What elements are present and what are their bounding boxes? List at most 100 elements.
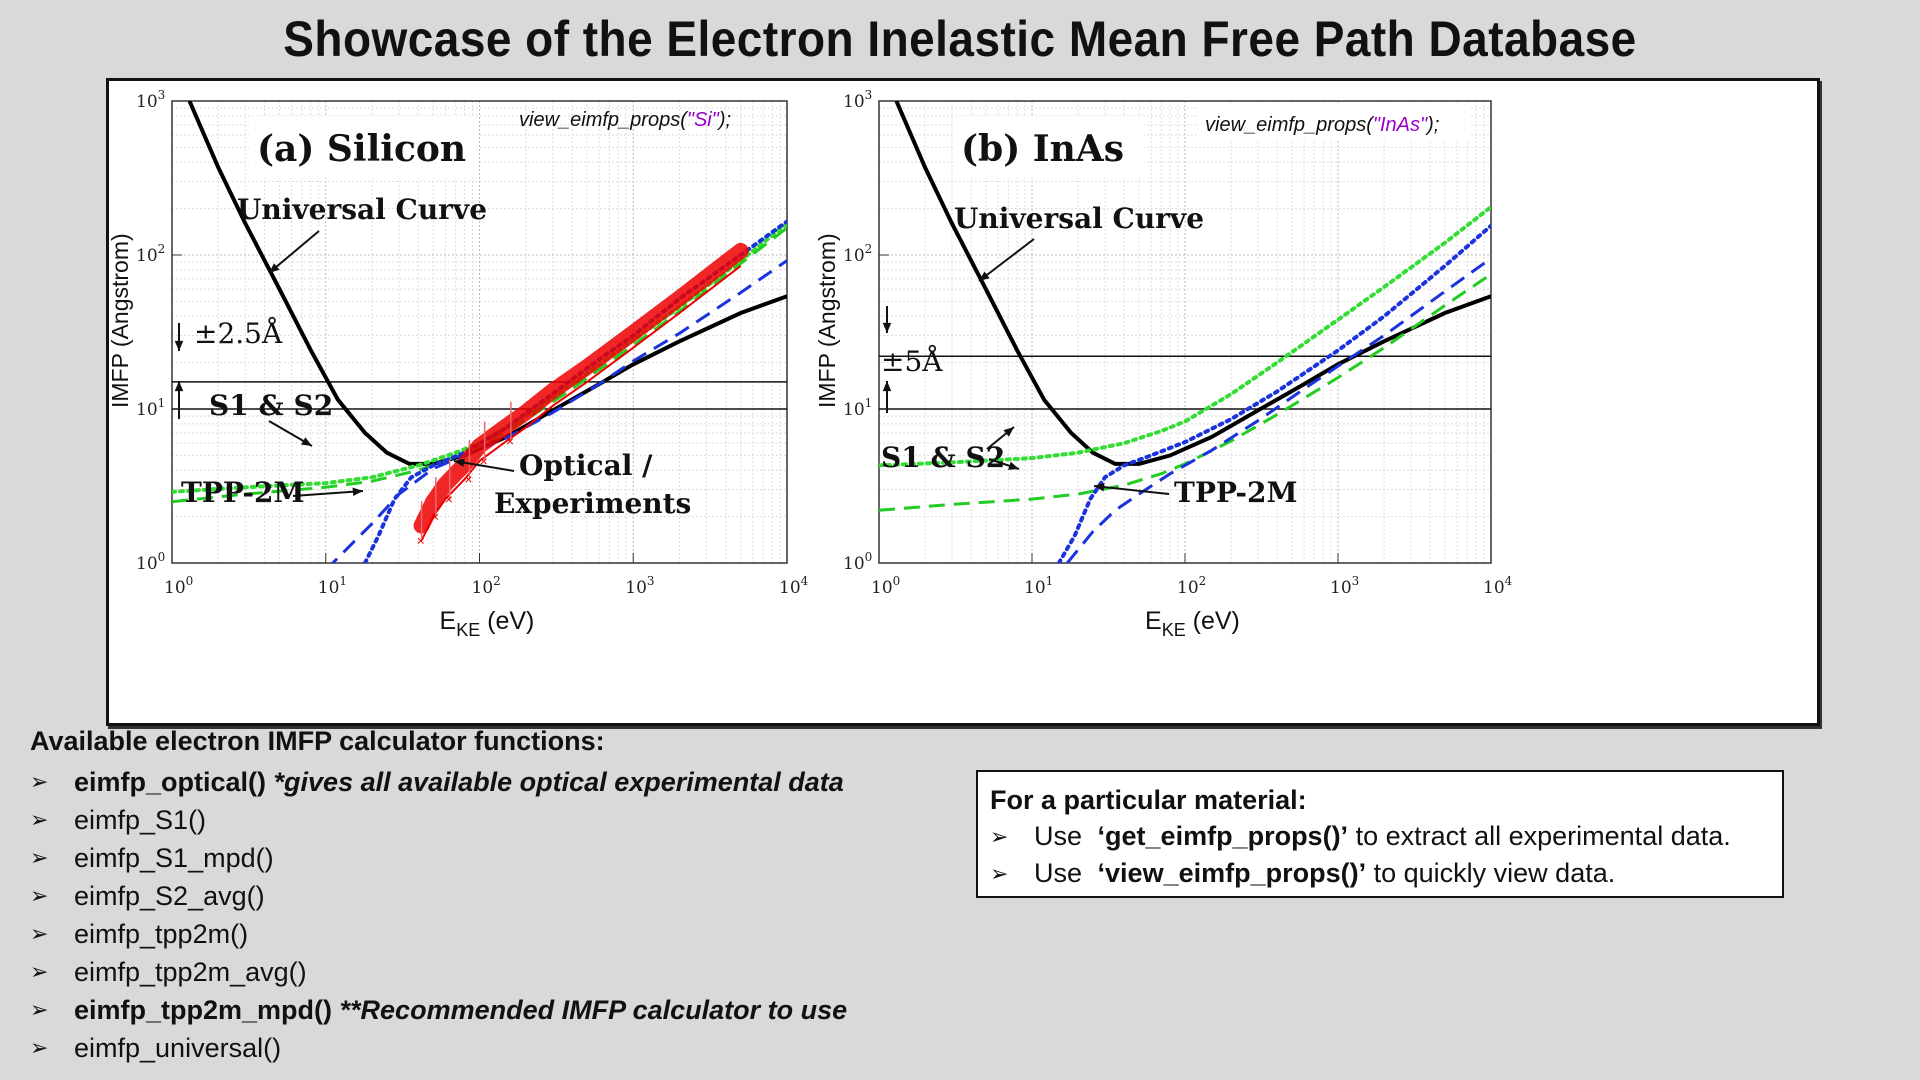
x-tick-label: 103 bbox=[1330, 574, 1359, 598]
annotation-arrow-head bbox=[269, 263, 280, 273]
x-axis-label-unit: (eV) bbox=[480, 607, 534, 635]
annotation-s1s2-b: S1 & S2 bbox=[881, 441, 1005, 474]
annotation-s1s2-a: S1 & S2 bbox=[209, 389, 333, 422]
code-arg-b: "InAs" bbox=[1373, 114, 1428, 136]
code-bg bbox=[1199, 103, 1469, 141]
x-tick-exp: 4 bbox=[1505, 574, 1513, 588]
info-box: For a particular material: ➢ Use ‘get_ei… bbox=[976, 770, 1784, 898]
info-line1-pre: Use bbox=[1034, 821, 1090, 851]
function-list: Available electron IMFP calculator funct… bbox=[30, 726, 847, 1067]
x-tick-label: 101 bbox=[318, 574, 347, 598]
info-line1-fn: ‘get_eimfp_props()’ bbox=[1097, 821, 1349, 851]
x-tick-label: 103 bbox=[625, 574, 654, 598]
y-tick-label: 101 bbox=[843, 396, 872, 420]
annotation-experiments-a: Experiments bbox=[494, 487, 691, 520]
panel-label-b: (b) InAs bbox=[961, 128, 1124, 170]
x-tick-exp: 4 bbox=[801, 574, 809, 588]
code-call-a: view_eimfp_props("Si"); bbox=[519, 109, 731, 131]
annotation-tolerance-a: ±2.5Å bbox=[194, 317, 283, 350]
x-tick-exp: 3 bbox=[647, 574, 655, 588]
y-tick-exp: 2 bbox=[158, 242, 166, 256]
annotation-arrow-head bbox=[1094, 482, 1105, 492]
data-point-marker: × bbox=[480, 453, 488, 469]
annotation-universal-curve-b: Universal Curve bbox=[954, 202, 1204, 235]
y-tick-label: 102 bbox=[843, 242, 872, 266]
y-tick-exp: 3 bbox=[158, 88, 166, 102]
y-tick-label: 101 bbox=[136, 396, 165, 420]
y-tick-exp: 0 bbox=[865, 550, 873, 564]
annotation-arrow-head bbox=[1008, 461, 1019, 470]
function-name: eimfp_tpp2m_mpd() bbox=[74, 995, 333, 1025]
info-box-line-2: ➢ Use ‘view_eimfp_props()’ to quickly vi… bbox=[990, 855, 1770, 892]
function-item: ➢ eimfp_S2_avg() bbox=[30, 877, 847, 915]
x-tick-label: 102 bbox=[472, 574, 501, 598]
function-item: ➢ eimfp_tpp2m_mpd() **Recommended IMFP ca… bbox=[30, 991, 847, 1029]
bullet-arrow-icon: ➢ bbox=[30, 883, 49, 908]
x-tick-exp: 3 bbox=[1352, 574, 1360, 588]
annotation-arrow-head bbox=[454, 458, 465, 467]
y-axis-label: IMFP (Angstrom) bbox=[109, 233, 133, 408]
series-line bbox=[879, 205, 1491, 468]
x-axis-label-sub: KE bbox=[456, 620, 480, 640]
bullet-arrow-icon: ➢ bbox=[30, 921, 49, 946]
series-group bbox=[879, 101, 1491, 563]
function-name: eimfp_S1() bbox=[74, 805, 207, 835]
code-end-a: ); bbox=[717, 109, 731, 131]
info-box-heading: For a particular material: bbox=[990, 785, 1307, 815]
function-item: ➢ eimfp_tpp2m_avg() bbox=[30, 953, 847, 991]
function-item: ➢ eimfp_S1_mpd() bbox=[30, 839, 847, 877]
function-name: eimfp_S2_avg() bbox=[74, 881, 265, 911]
bullet-arrow-icon: ➢ bbox=[30, 959, 49, 984]
code-arg-a: "Si" bbox=[687, 109, 720, 131]
function-name: eimfp_optical() bbox=[74, 767, 267, 797]
function-note: *gives all available optical experimenta… bbox=[266, 767, 844, 797]
function-name: eimfp_tpp2m() bbox=[74, 919, 249, 949]
series-group: × × × × × × bbox=[172, 101, 787, 563]
y-axis-label: IMFP (Angstrom) bbox=[814, 233, 840, 408]
panel-label-bg bbox=[249, 116, 477, 178]
annotation-arrow-head bbox=[882, 322, 892, 333]
bullet-arrow-icon: ➢ bbox=[30, 1035, 49, 1060]
panel-label-a: (a) Silicon bbox=[257, 128, 466, 170]
annotation-optical-a: Optical / bbox=[519, 449, 653, 482]
annotation-tpp2m-b: TPP-2M bbox=[1174, 476, 1298, 509]
x-axis-label: EKE (eV) bbox=[440, 607, 535, 640]
x-tick-label: 100 bbox=[164, 574, 193, 598]
annotation-arrow-line bbox=[978, 238, 1035, 282]
data-point-marker: × bbox=[417, 532, 425, 548]
annotation-tolerance-b: ±5Å bbox=[881, 345, 943, 378]
function-name: eimfp_tpp2m_avg() bbox=[74, 957, 307, 987]
y-tick-exp: 1 bbox=[865, 396, 873, 410]
figure-frame: 100 101 102 103 104 100 101 102 103 EKE (eV) IMFP … bbox=[106, 78, 1820, 726]
function-item: ➢ eimfp_universal() bbox=[30, 1029, 847, 1067]
x-axis-label: EKE (eV) bbox=[1145, 607, 1240, 640]
x-tick-exp: 2 bbox=[493, 574, 501, 588]
annotation-arrow-line bbox=[1093, 485, 1170, 495]
x-tick-label: 104 bbox=[779, 574, 809, 598]
annotation-arrow-line bbox=[453, 460, 515, 472]
info-line1-post: to extract all experimental data. bbox=[1348, 821, 1731, 851]
function-name: eimfp_S1_mpd() bbox=[74, 843, 274, 873]
data-point-marker: × bbox=[431, 509, 439, 525]
annotation-arrow-head bbox=[352, 487, 363, 496]
data-point-marker: × bbox=[506, 433, 514, 449]
function-item: ➢ eimfp_S1() bbox=[30, 801, 847, 839]
x-tick-exp: 2 bbox=[1199, 574, 1207, 588]
y-tick-exp: 0 bbox=[158, 550, 166, 564]
y-tick-exp: 1 bbox=[158, 396, 166, 410]
x-axis-label-sub: KE bbox=[1162, 620, 1186, 640]
bullet-arrow-icon: ➢ bbox=[990, 861, 1009, 886]
info-box-line-1: ➢ Use ‘get_eimfp_props()’ to extract all… bbox=[990, 818, 1770, 855]
y-tick-label: 100 bbox=[843, 550, 872, 574]
info-line2-fn: ‘view_eimfp_props()’ bbox=[1097, 858, 1367, 888]
series-line bbox=[1056, 223, 1491, 563]
annotation-arrow-line bbox=[268, 230, 320, 274]
annotation-universal-curve-a: Universal Curve bbox=[237, 193, 487, 226]
info-line2-pre: Use bbox=[1034, 858, 1090, 888]
function-note: **Recommended IMFP calculator to use bbox=[332, 995, 848, 1025]
data-point-marker: × bbox=[464, 471, 472, 487]
y-tick-exp: 2 bbox=[865, 242, 873, 256]
x-tick-exp: 0 bbox=[186, 574, 194, 588]
